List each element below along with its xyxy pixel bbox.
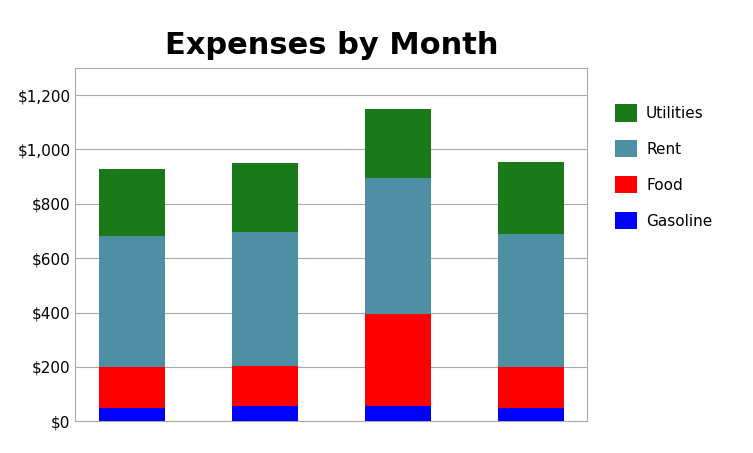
Bar xyxy=(364,109,431,178)
Legend: Utilities, Rent, Food, Gasoline: Utilities, Rent, Food, Gasoline xyxy=(615,104,712,229)
Bar xyxy=(364,406,431,421)
Bar xyxy=(99,408,165,421)
Bar xyxy=(364,314,431,406)
Bar xyxy=(364,178,431,314)
Bar xyxy=(99,169,165,236)
Title: Expenses by Month: Expenses by Month xyxy=(165,31,498,60)
Bar xyxy=(232,163,298,232)
Bar xyxy=(99,367,165,408)
Bar xyxy=(498,367,564,408)
Bar xyxy=(498,408,564,421)
Bar xyxy=(232,406,298,421)
Bar xyxy=(99,236,165,367)
Bar xyxy=(232,366,298,406)
Bar xyxy=(498,234,564,367)
Bar xyxy=(498,162,564,234)
Bar xyxy=(232,232,298,366)
